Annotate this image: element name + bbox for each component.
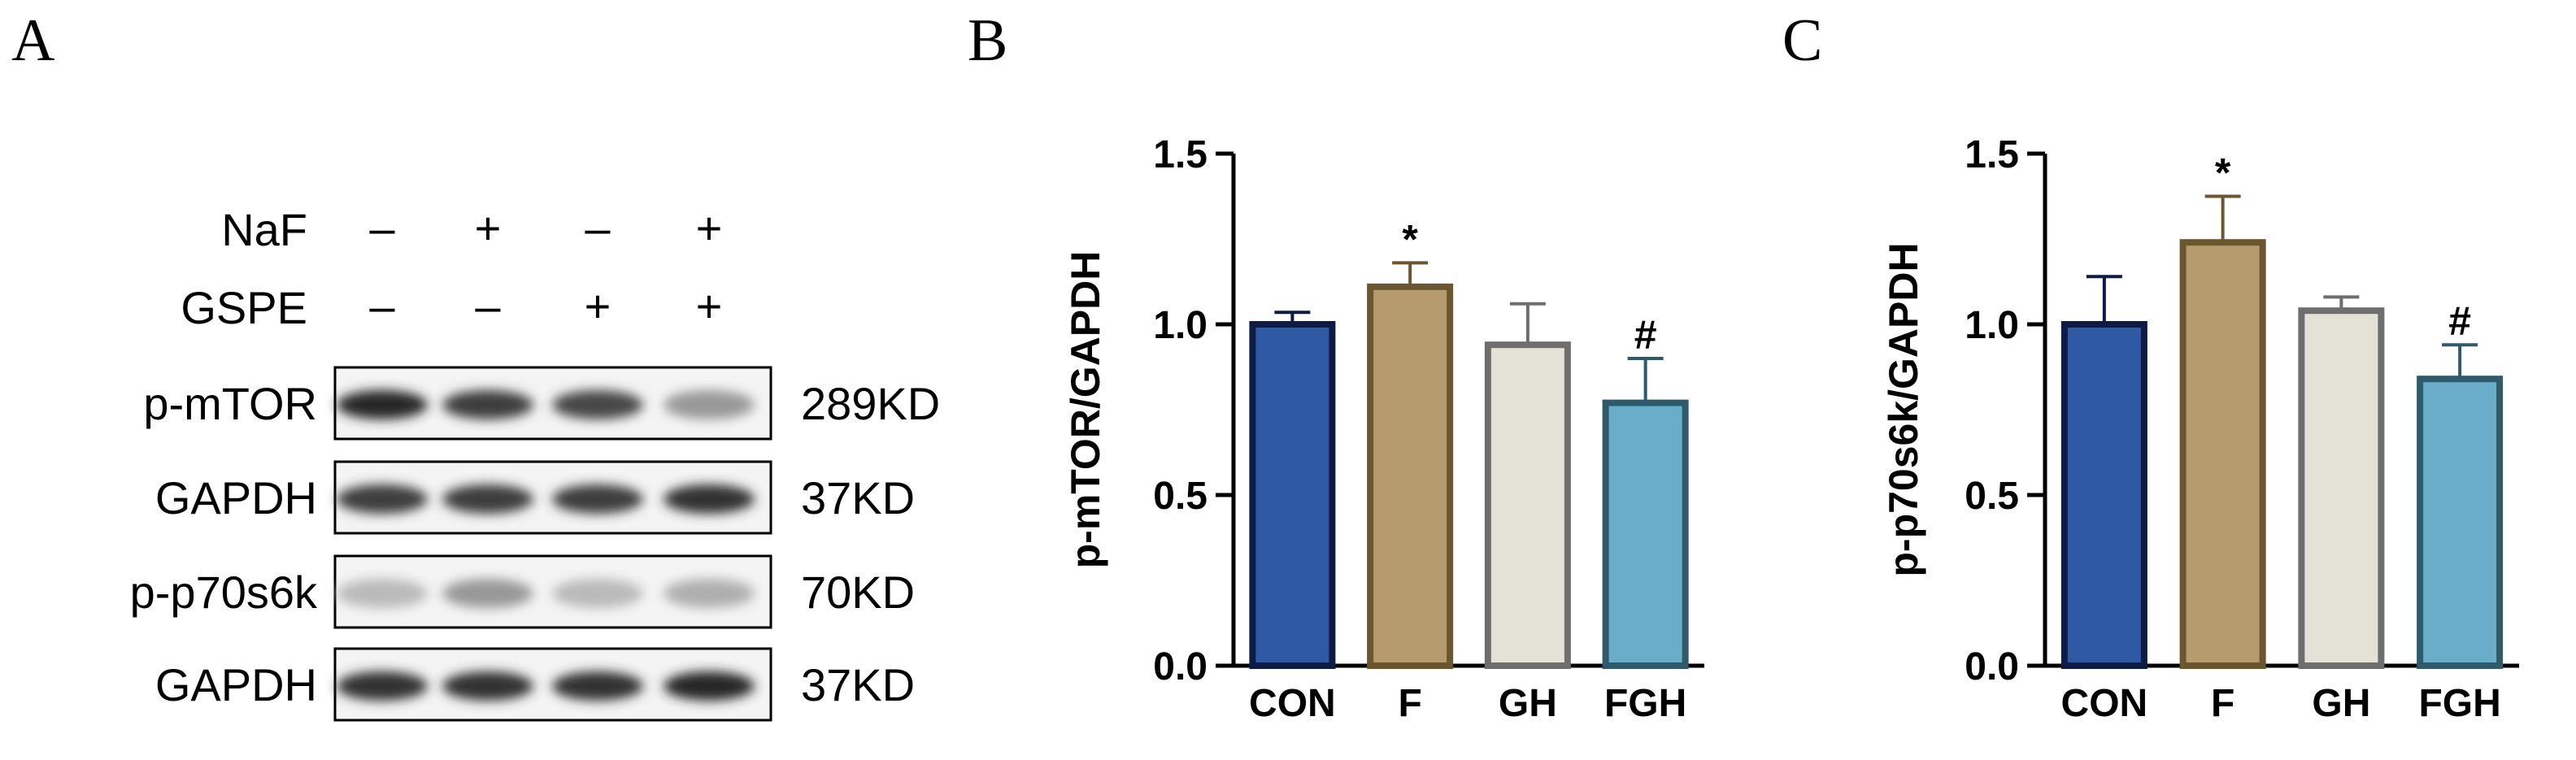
protein-label: p-p70s6k [130, 567, 318, 618]
blot-band [442, 671, 533, 701]
molecular-weight-label: 70KD [801, 567, 915, 618]
bar-fgh [2417, 376, 2504, 669]
y-tick-label: 0.5 [1153, 475, 1208, 518]
x-tick-label: FGH [1604, 682, 1686, 725]
bar-f [2179, 239, 2266, 669]
blot-band [337, 671, 428, 701]
treatment-sign: + [696, 202, 723, 254]
blot-band [552, 579, 643, 608]
treatment-sign: – [585, 202, 611, 254]
treatment-sign: + [696, 280, 723, 332]
y-tick-label: 0.5 [1965, 475, 2019, 518]
bar-gh [2298, 307, 2385, 669]
protein-label: p-mTOR [143, 378, 317, 429]
y-axis-title: p-mTOR/GAPDH [1063, 251, 1108, 569]
molecular-weight-label: 37KD [801, 472, 915, 523]
treatment-sign: – [369, 202, 395, 254]
blot-band [337, 484, 428, 514]
blot-band [664, 579, 755, 608]
treatment-label-naf: NaF [221, 204, 307, 255]
significance-mark: # [1634, 312, 1657, 358]
x-tick-label: GH [2312, 682, 2370, 725]
treatment-sign: – [475, 280, 501, 332]
bar-gh [1484, 341, 1571, 669]
y-axis-title: p-p70s6k/GAPDH [1881, 242, 1926, 576]
panel-label-c: C [1782, 7, 1823, 74]
molecular-weight-label: 37KD [801, 659, 915, 710]
protein-label: GAPDH [155, 472, 317, 523]
bar-f [1367, 283, 1454, 669]
treatment-sign: + [475, 202, 502, 254]
bar-con [1249, 321, 1336, 669]
blot-band [552, 671, 643, 701]
y-tick-label: 1.5 [1965, 133, 2019, 176]
x-tick-label: CON [2061, 682, 2148, 725]
treatment-sign: + [585, 280, 611, 332]
x-tick-label: FGH [2418, 682, 2500, 725]
x-tick-label: F [2211, 682, 2234, 725]
significance-mark: * [2215, 150, 2231, 196]
y-tick-label: 1.0 [1153, 304, 1208, 347]
y-tick-label: 0.0 [1965, 645, 2019, 688]
blot-band [337, 390, 428, 419]
panel-label-a: A [11, 7, 55, 74]
significance-mark: # [2448, 298, 2471, 344]
bar-fgh [1602, 399, 1689, 669]
x-tick-label: F [1398, 682, 1421, 725]
y-tick-label: 1.0 [1965, 304, 2019, 347]
treatment-label-gspe: GSPE [181, 282, 307, 333]
y-tick-label: 0.0 [1153, 645, 1208, 688]
protein-label: GAPDH [155, 659, 317, 710]
bar-con [2060, 321, 2147, 669]
blot-band [442, 390, 533, 419]
blot-band [552, 484, 643, 514]
blot-band [337, 579, 428, 608]
molecular-weight-label: 289KD [801, 378, 940, 429]
y-tick-label: 1.5 [1153, 133, 1208, 176]
blot-band [442, 579, 533, 608]
blot-band [664, 484, 755, 514]
blot-band [552, 390, 643, 419]
x-tick-label: CON [1249, 682, 1336, 725]
treatment-sign: – [369, 280, 395, 332]
western-blot-panel: NaF – + – + GSPE – – + + p-mTOR 289KD GAPDH 37KD p-p70… [130, 202, 940, 722]
blot-band [664, 390, 755, 419]
blot-band [442, 484, 533, 514]
significance-mark: * [1402, 216, 1418, 262]
blot-band [664, 671, 755, 701]
panel-label-b: B [968, 7, 1008, 74]
x-tick-label: GH [1499, 682, 1557, 725]
